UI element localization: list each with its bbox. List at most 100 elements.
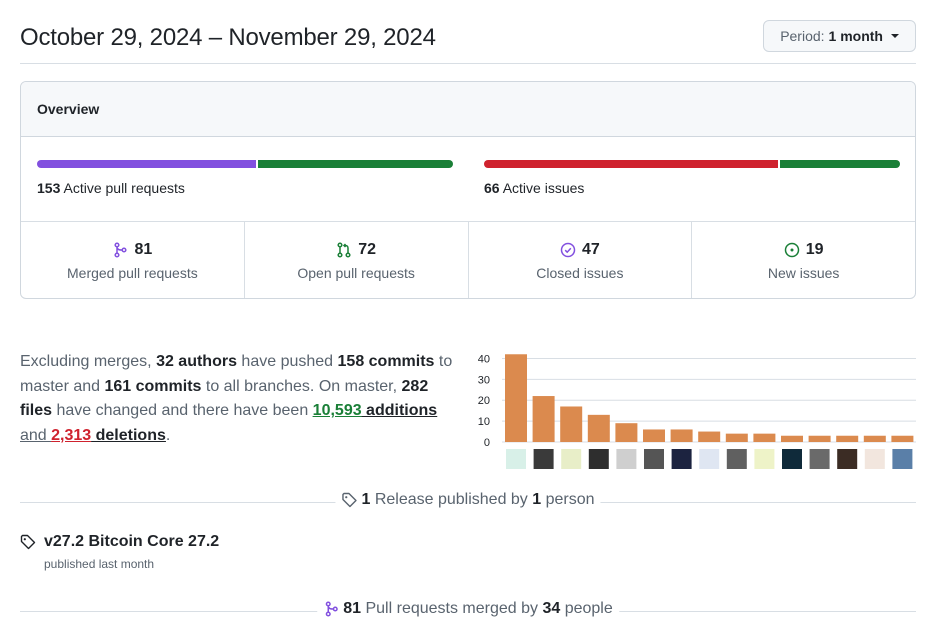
stat-value: 47 [581, 240, 600, 258]
stat-merged-pull-requests[interactable]: 81 Merged pull requests [21, 222, 245, 298]
summary-text: to master and [20, 353, 453, 395]
contributor-bar[interactable] [643, 429, 665, 442]
merged-count: 81 [343, 600, 362, 617]
contributor-avatar[interactable] [561, 449, 582, 469]
files-changed-count: 282 files [20, 377, 429, 420]
contributor-bar[interactable] [560, 406, 583, 442]
merged-pull-requests-divider: 81 Pull requests merged by 34 people [20, 600, 916, 620]
stat-label: Closed issues [536, 264, 624, 281]
contributor-avatar[interactable] [726, 449, 747, 469]
git-pull-request-icon [337, 241, 351, 258]
pull-requests-summary[interactable]: 153 Active pull requests [37, 160, 453, 196]
contributor-bar[interactable] [698, 431, 721, 442]
contributor-avatar[interactable] [588, 449, 609, 469]
contributor-bar[interactable] [505, 354, 527, 442]
git-merge-icon [325, 601, 338, 617]
summary-text: . [165, 426, 171, 444]
activity-bars: 153 Active pull requests 66 Active issue… [21, 137, 915, 222]
stat-value: 19 [805, 240, 824, 258]
contributor-avatar[interactable] [837, 449, 858, 469]
overview-heading: Overview [21, 82, 915, 137]
merged-pull-requests-heading: 81 Pull requests merged by 34 people [317, 600, 619, 618]
contributor-avatar[interactable] [506, 449, 526, 469]
y-tick-label: 30 [478, 374, 490, 386]
overview-stats: 81 Merged pull requests 72 Open pull req… [21, 222, 915, 298]
stat-new-issues[interactable]: 19 New issues [692, 222, 915, 298]
period-label: Period: [780, 28, 825, 44]
additions-word: additions [361, 402, 438, 419]
contributors-bar-chart: 0 10 20 30 40 [478, 353, 916, 469]
contributor-avatar[interactable] [754, 449, 775, 469]
contributor-avatar[interactable] [864, 449, 885, 469]
summary-text: have changed and there have been [52, 402, 313, 419]
tag-icon [342, 492, 357, 508]
active-issues-count: 66 [484, 180, 500, 196]
release-title-row[interactable]: v27.2 Bitcoin Core 27.2 [20, 533, 219, 551]
summary-text: and [20, 426, 52, 444]
summary-text: to all branches. On master, [201, 377, 402, 395]
period-value: 1 month [828, 28, 883, 44]
contributor-bar[interactable] [670, 429, 693, 442]
stat-closed-issues[interactable]: 47 Closed issues [469, 222, 693, 298]
contributor-bar[interactable] [532, 396, 555, 442]
merged-progress-segment [37, 160, 257, 168]
contributor-avatar[interactable] [533, 449, 554, 469]
pull-requests-progress [37, 160, 453, 168]
releases-text: Release published by [370, 491, 533, 508]
issues-summary[interactable]: 66 Active issues [484, 160, 900, 196]
release-published-time: published last month [44, 557, 155, 571]
tag-icon [20, 534, 36, 550]
release-item: v27.2 Bitcoin Core 27.2 published last m… [20, 533, 219, 571]
issue-opened-icon [784, 242, 799, 257]
contributor-bar[interactable] [753, 433, 776, 442]
stat-value: 72 [358, 240, 377, 258]
deletions-count: 2,313 [51, 426, 92, 444]
contributor-bar[interactable] [836, 435, 859, 442]
stat-label: Merged pull requests [67, 264, 198, 281]
contributor-bar[interactable] [891, 435, 914, 442]
contributor-bar[interactable] [808, 435, 831, 442]
releases-count: 1 [361, 491, 371, 508]
deletions-link[interactable]: and 2,313 deletions [20, 427, 166, 444]
git-merge-icon [114, 241, 128, 258]
authors-count: 32 authors [156, 353, 237, 370]
commit-summary: Excluding merges, 32 authors have pushed… [20, 350, 460, 448]
contributor-avatar[interactable] [892, 449, 913, 469]
summary-text: Excluding merges, [20, 353, 157, 370]
contributor-bar[interactable] [615, 423, 638, 442]
y-tick-label: 40 [478, 353, 490, 365]
active-issues-label: Active issues [502, 180, 585, 196]
contributor-bar[interactable] [781, 435, 803, 442]
contributor-bar[interactable] [863, 435, 886, 442]
release-title-link[interactable]: v27.2 Bitcoin Core 27.2 [44, 533, 220, 550]
closed-progress-segment [484, 160, 778, 168]
issues-progress [484, 160, 900, 168]
releases-people-count: 1 [532, 491, 542, 508]
stat-value: 81 [134, 240, 153, 258]
active-pull-requests-label: Active pull requests [63, 180, 185, 196]
contributor-avatar[interactable] [699, 449, 720, 469]
page-title: October 29, 2024 – November 29, 2024 [20, 24, 436, 51]
releases-text: person [541, 491, 595, 508]
contributor-avatar[interactable] [644, 449, 664, 469]
y-tick-label: 10 [478, 416, 490, 428]
active-pull-requests-count: 153 [37, 180, 61, 196]
contributor-avatar[interactable] [809, 449, 830, 469]
summary-text: have pushed [236, 353, 338, 370]
contributor-avatar[interactable] [782, 449, 802, 469]
stat-label: New issues [767, 264, 840, 281]
contributor-avatar[interactable] [616, 449, 637, 469]
contributor-bar[interactable] [725, 433, 748, 442]
merged-text: people [560, 600, 613, 617]
open-progress-segment [258, 160, 453, 168]
merged-people-count: 34 [542, 600, 561, 617]
page-header: October 29, 2024 – November 29, 2024 Per… [20, 20, 916, 64]
period-dropdown[interactable]: Period: 1 month [763, 20, 916, 52]
stat-open-pull-requests[interactable]: 72 Open pull requests [245, 222, 469, 298]
additions-link[interactable]: 10,593 additions [313, 402, 438, 419]
y-tick-label: 20 [478, 395, 490, 407]
new-progress-segment [779, 160, 900, 168]
contributor-avatar[interactable] [671, 449, 692, 469]
releases-heading: 1 Release published by 1 person [335, 491, 601, 509]
contributor-bar[interactable] [587, 414, 610, 442]
